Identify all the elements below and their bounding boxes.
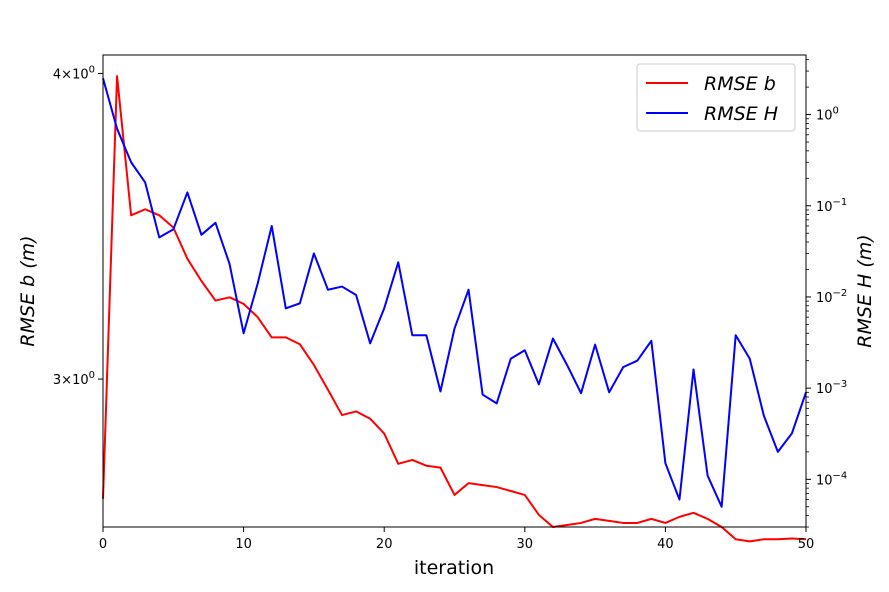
x-tick-label: 40 (657, 537, 674, 552)
plot-frame (102, 54, 807, 528)
legend-label-rmse-h: RMSE H (704, 103, 778, 125)
y-left-tick-label: 4×100 (53, 64, 95, 82)
y-right-tick-label: 10−2 (816, 288, 847, 306)
y-right-ticks: 10−4 10−3 10−2 10−1 100 (806, 59, 847, 528)
y-right-tick-label: 10−1 (816, 197, 847, 215)
x-tick-label: 10 (235, 537, 252, 552)
legend-label-rmse-b: RMSE b (704, 73, 776, 95)
x-axis-label: iteration (414, 557, 494, 579)
series-line-rmse-b (102, 75, 807, 543)
x-ticks: 0 10 20 30 40 50 (99, 527, 814, 552)
series-line-rmse-h (102, 78, 807, 508)
y-left-tick-label: 3×100 (53, 370, 95, 388)
x-tick-label: 20 (376, 537, 393, 552)
y-left-axis-label: RMSE b (m) (17, 235, 39, 346)
x-tick-label: 0 (99, 537, 107, 552)
y-right-axis-label: RMSE H (m) (854, 234, 876, 347)
y-right-tick-label: 10−3 (816, 379, 847, 397)
y-left-ticks: 3×100 4×100 (53, 64, 103, 388)
x-tick-label: 50 (798, 537, 815, 552)
legend-box (636, 63, 796, 132)
plot-lines (102, 75, 807, 543)
y-right-tick-label: 100 (816, 106, 839, 124)
x-tick-label: 30 (517, 537, 534, 552)
legend: RMSE b RMSE H (636, 63, 796, 132)
y-right-tick-label: 10−4 (816, 470, 847, 488)
